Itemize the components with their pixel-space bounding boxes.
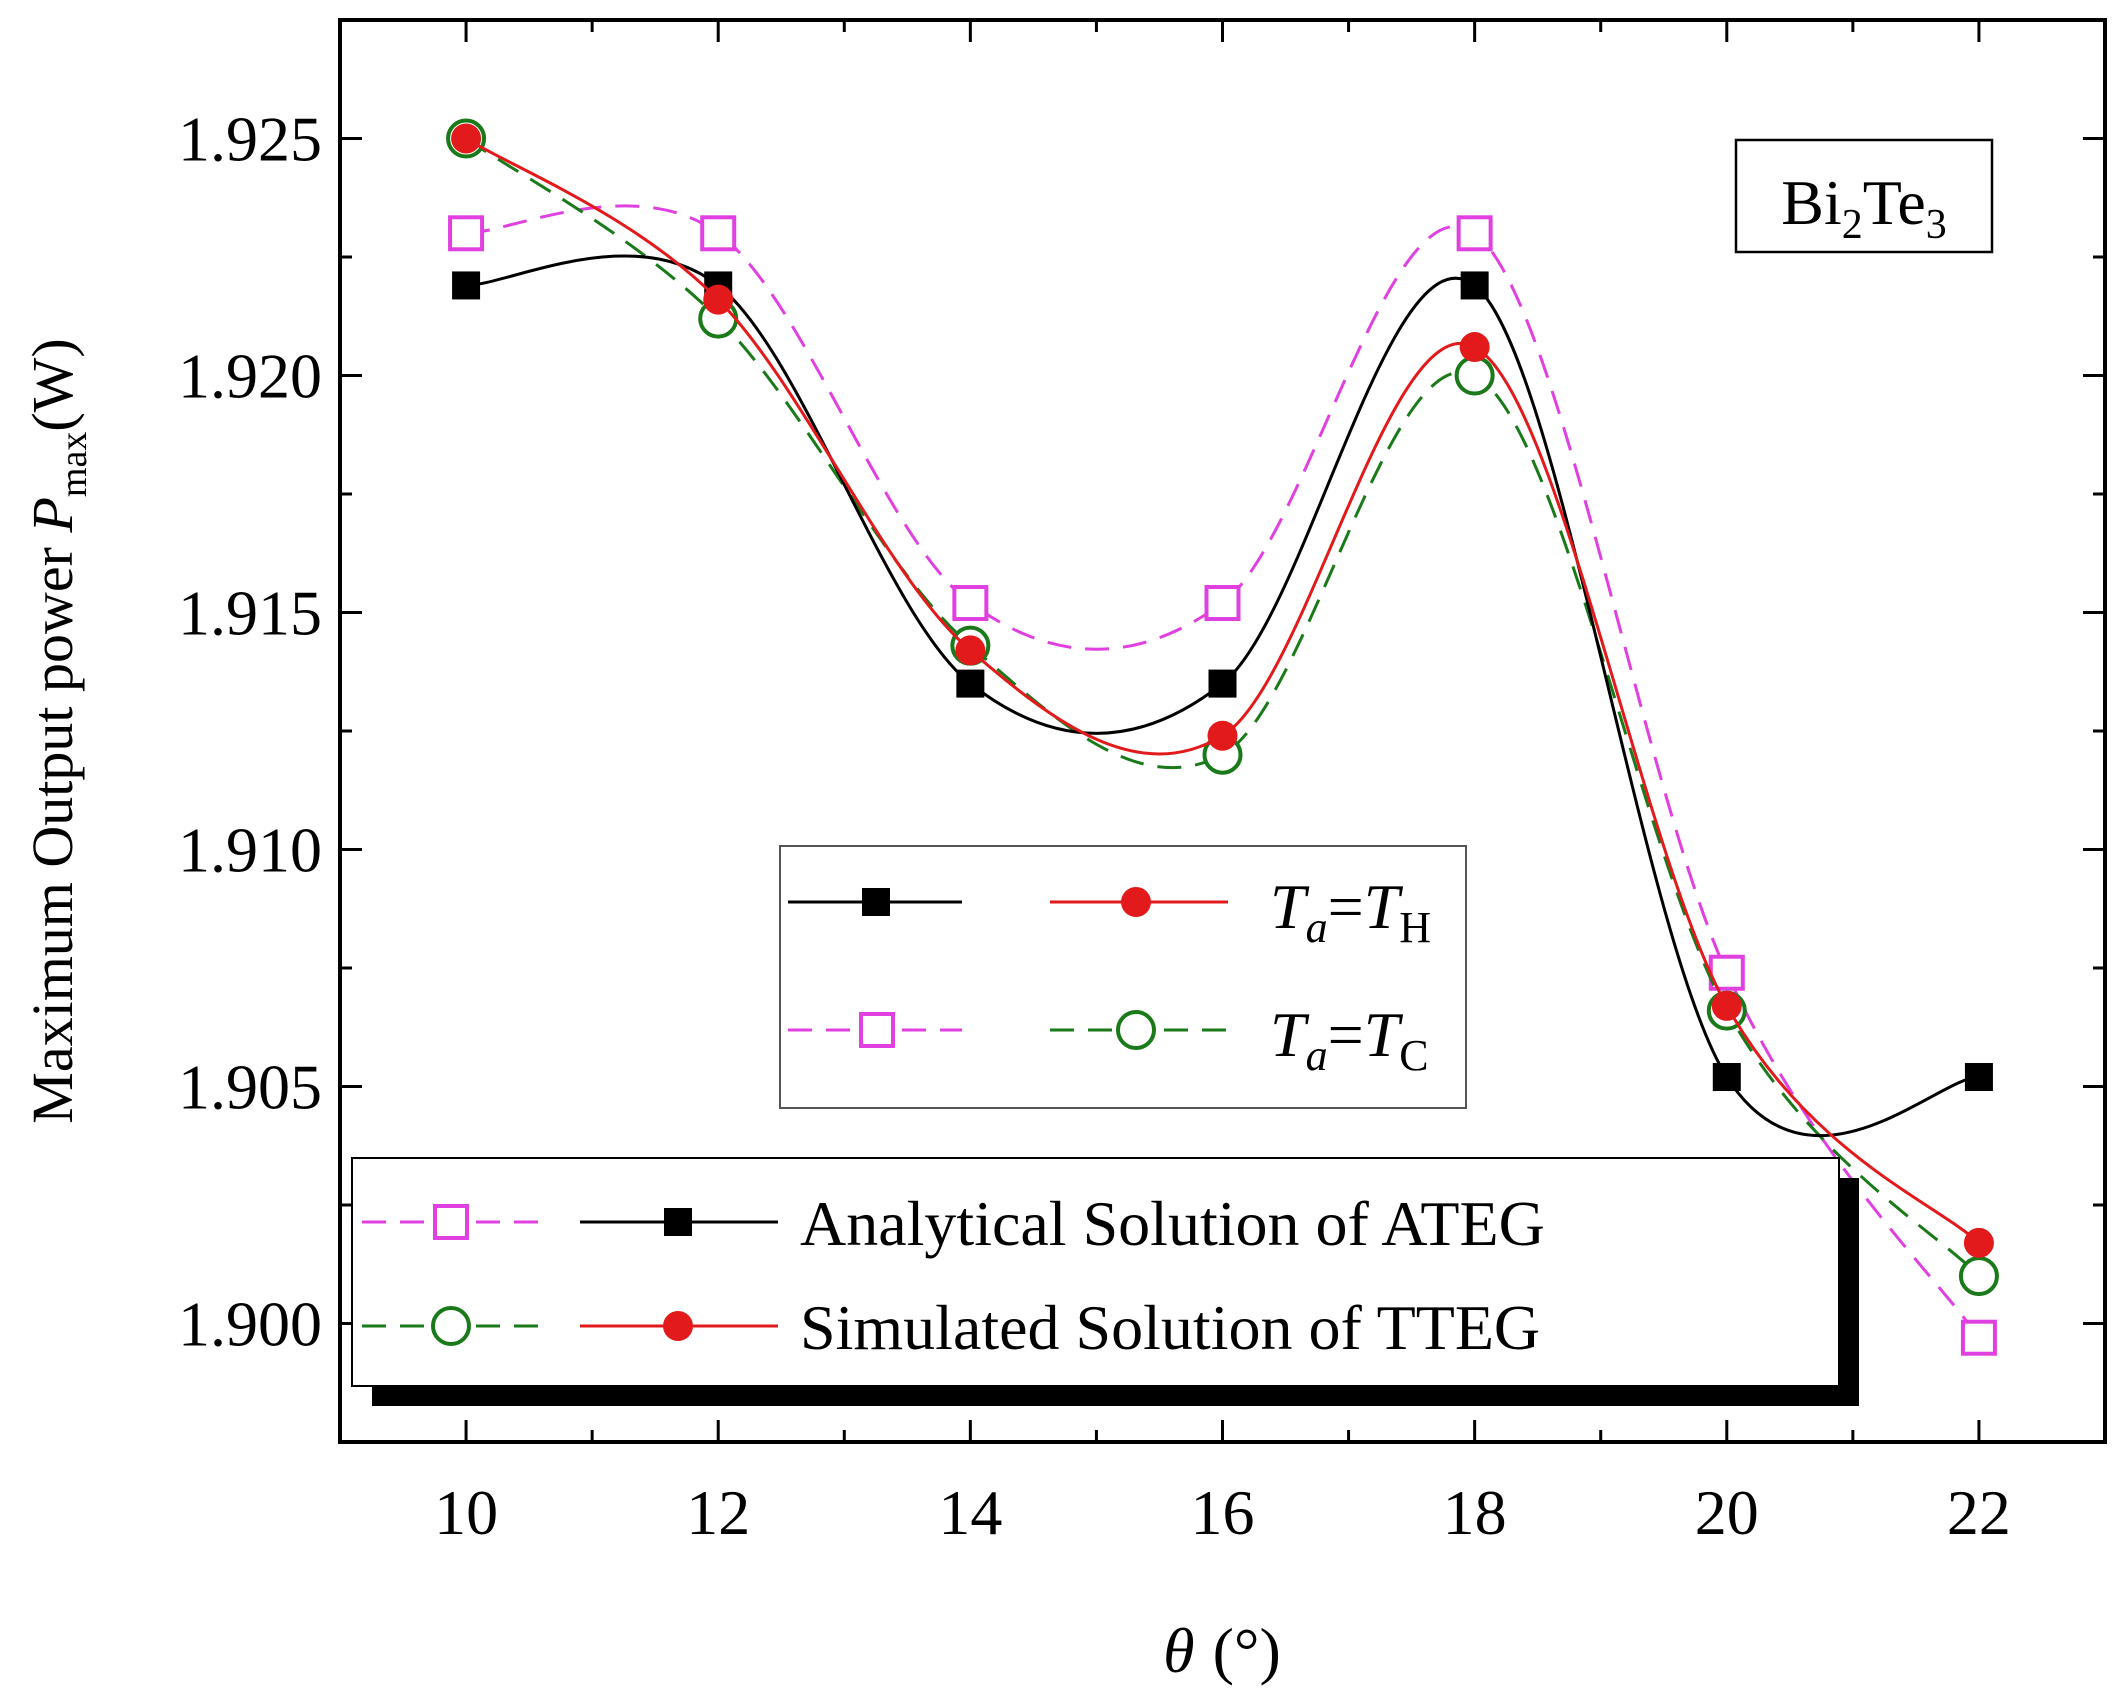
svg-text:Ta=TC: Ta=TC — [1270, 999, 1429, 1080]
y-tick-label: 1.905 — [178, 1052, 322, 1123]
legend-method-row2: Simulated Solution of TTEG — [362, 1292, 1540, 1363]
data-point — [452, 271, 481, 300]
legend-method: Analytical Solution of ATEG Simulated So… — [351, 1157, 1859, 1406]
y-tick-label: 1.920 — [178, 341, 322, 412]
data-point — [1208, 669, 1237, 698]
data-point — [1964, 1063, 1993, 1092]
data-point — [952, 585, 989, 622]
x-tick-label: 22 — [1947, 1477, 2011, 1548]
data-point — [703, 284, 734, 315]
x-tick-label: 16 — [1191, 1477, 1255, 1548]
data-point — [700, 215, 737, 252]
data-point — [448, 215, 485, 252]
legend-marker-open-circle — [431, 1306, 471, 1346]
x-tick-label: 20 — [1695, 1477, 1759, 1548]
data-point — [1456, 215, 1493, 252]
data-point — [1712, 1063, 1741, 1092]
x-tick-label: 14 — [938, 1477, 1002, 1548]
y-axis-label: Maximum Output power Pmax(W) — [20, 338, 95, 1123]
svg-text:Bi2Te3: Bi2Te3 — [1781, 167, 1947, 248]
y-tick-label: 1.910 — [178, 815, 322, 886]
y-tick-label: 1.925 — [178, 104, 322, 175]
material-label: Bi2Te3 — [1734, 138, 1994, 254]
series-layer — [446, 118, 1999, 1356]
legend-label-analytical: Analytical Solution of ATEG — [800, 1188, 1545, 1259]
series-line — [466, 254, 1980, 1138]
legend-method-row1: Analytical Solution of ATEG — [362, 1188, 1545, 1259]
data-point — [955, 635, 986, 666]
data-point — [1963, 1227, 1994, 1258]
x-tick-label: 18 — [1443, 1477, 1507, 1548]
data-point — [1454, 355, 1495, 396]
x-tick-label: 12 — [686, 1477, 750, 1548]
data-point — [1958, 1256, 1999, 1297]
data-point — [1459, 332, 1490, 363]
legend-condition: Ta=TH Ta=TC — [779, 845, 1467, 1109]
data-point — [1207, 720, 1238, 751]
data-point — [1960, 1319, 1997, 1356]
legend-marker-open-circle — [1116, 1010, 1156, 1050]
x-tick-label: 10 — [434, 1477, 498, 1548]
legend-marker-filled-square — [862, 888, 890, 916]
data-point — [1711, 990, 1742, 1021]
legend-label-simulated: Simulated Solution of TTEG — [800, 1292, 1540, 1363]
data-point — [451, 123, 482, 154]
series-line — [466, 204, 1981, 1339]
series-open-square — [448, 204, 1997, 1356]
legend-condition-row1: Ta=TH — [788, 871, 1431, 952]
data-point — [1460, 271, 1489, 300]
y-tick-label: 1.900 — [178, 1289, 322, 1360]
x-axis: 10 12 14 16 18 20 22 — [434, 20, 2011, 1548]
legend-marker-filled-circle — [663, 1311, 693, 1341]
x-axis-label: θ (°) — [1163, 1615, 1281, 1686]
legend-marker-open-square — [859, 1012, 895, 1048]
data-point — [956, 669, 985, 698]
legend-condition-row2: Ta=TC — [788, 999, 1429, 1080]
series-filled-circle — [451, 123, 1994, 1258]
y-axis: 1.900 1.905 1.910 1.915 1.920 1.925 — [178, 104, 2105, 1360]
legend-marker-filled-circle — [1121, 887, 1151, 917]
legend-marker-filled-square — [664, 1208, 692, 1236]
series-line — [465, 137, 1980, 1245]
legend-marker-open-square — [433, 1204, 469, 1240]
svg-text:Ta=TH: Ta=TH — [1270, 871, 1431, 952]
y-tick-label: 1.915 — [178, 578, 322, 649]
data-point — [1204, 585, 1241, 622]
